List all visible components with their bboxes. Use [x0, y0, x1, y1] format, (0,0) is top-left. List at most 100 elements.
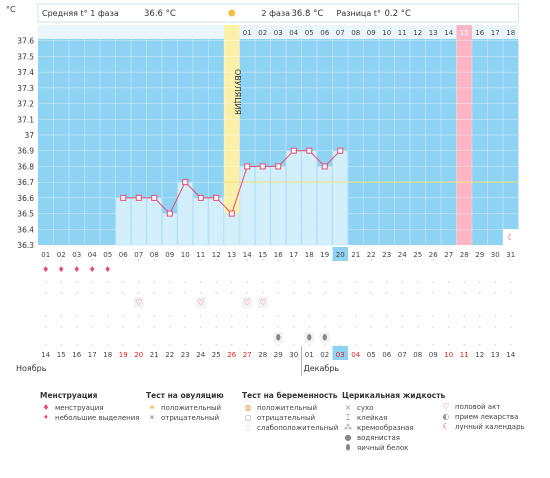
y-tick-label: 37.2 — [17, 100, 34, 109]
temperature-point — [166, 210, 173, 217]
grid-dot — [324, 292, 326, 294]
bottom-day-label: 19 — [320, 251, 329, 259]
legend-ovulation-test: Тест на овуляцию ☀ положительный ☀ отрицат… — [146, 391, 224, 423]
grid-dot — [355, 281, 357, 283]
bottom-day-label: 16 — [274, 251, 283, 259]
legend-item: менструация — [55, 404, 104, 412]
grid-dot — [277, 292, 279, 294]
legend-item: сухо — [357, 404, 374, 412]
grid-dot — [76, 259, 78, 261]
menstruation-icon: ♦ — [104, 265, 111, 274]
grid-dot — [463, 315, 465, 317]
day-column — [38, 39, 54, 245]
pill-icon: ◐ — [442, 412, 450, 421]
month-label: Ноябрь — [16, 364, 47, 373]
phase1-label: Средняя t° 1 фаза — [42, 9, 119, 18]
grid-dot — [401, 281, 403, 283]
grid-dot — [401, 344, 403, 346]
grid-dot — [417, 344, 419, 346]
menstruation-icon: ♦ — [89, 265, 96, 274]
top-day-label: 15 — [460, 29, 469, 37]
top-day-label: 12 — [413, 29, 422, 37]
grid-dot — [262, 292, 264, 294]
grid-dot — [510, 326, 512, 328]
grid-dot — [184, 344, 186, 346]
temperature-point — [120, 194, 127, 201]
grid-dot — [277, 315, 279, 317]
calendar-day-label: 05 — [367, 351, 376, 359]
grid-dot — [231, 259, 233, 261]
temperature-bar — [255, 166, 271, 246]
icon-cell — [304, 332, 315, 343]
temperature-bar — [301, 150, 317, 246]
top-day-label: 16 — [475, 29, 484, 37]
grid-dot — [308, 292, 310, 294]
grid-dot — [479, 315, 481, 317]
grid-dot — [91, 326, 93, 328]
grid-dot — [494, 326, 496, 328]
y-tick-label: 36.9 — [17, 147, 34, 156]
grid-dot — [386, 344, 388, 346]
test-negative-icon: ○ — [244, 413, 252, 422]
sticky-icon: ⌶ — [345, 413, 351, 422]
bottom-day-label: 11 — [196, 251, 205, 259]
grid-dot — [494, 315, 496, 317]
grid-dot — [138, 315, 140, 317]
grid-dot — [448, 281, 450, 283]
temperature-bar — [224, 213, 240, 246]
temperature-point — [337, 147, 344, 154]
grid-dot — [138, 259, 140, 261]
temperature-bar — [239, 166, 255, 246]
bottom-day-label: 10 — [181, 251, 190, 259]
calendar-day-label: 14 — [41, 351, 50, 359]
calendar-day-label: 09 — [429, 351, 438, 359]
grid-dot — [153, 315, 155, 317]
grid-dot — [401, 259, 403, 261]
day-column — [379, 39, 395, 245]
temperature-bar — [208, 197, 224, 246]
calendar-day-label: 28 — [258, 351, 267, 359]
bottom-day-label: 07 — [134, 251, 143, 259]
legend-item: положительный — [161, 404, 222, 412]
day-column — [441, 39, 457, 245]
temperature-point — [151, 194, 158, 201]
grid-dot — [463, 326, 465, 328]
grid-dot — [215, 326, 217, 328]
grid-dot — [494, 344, 496, 346]
grid-dot — [355, 259, 357, 261]
calendar-day-label: 14 — [506, 351, 515, 359]
legend-other: ♡ половой акт ◐ прием лекарства ☾ лунный ка… — [440, 402, 524, 432]
grid-dot — [308, 326, 310, 328]
calendar-day-label: 10 — [444, 351, 453, 359]
grid-dot — [324, 315, 326, 317]
grid-dot — [122, 292, 124, 294]
grid-dot — [277, 281, 279, 283]
top-day-label: 09 — [367, 29, 376, 37]
grid-dot — [231, 292, 233, 294]
grid-dot — [479, 292, 481, 294]
grid-dot — [401, 315, 403, 317]
grid-dot — [262, 315, 264, 317]
grid-dot — [91, 292, 93, 294]
legend-item: положительный — [257, 404, 318, 412]
moon-cell — [503, 229, 519, 245]
watery-icon: ● — [344, 433, 352, 442]
grid-dot — [355, 292, 357, 294]
grid-dot — [200, 344, 202, 346]
legend-item: прием лекарства — [455, 413, 519, 421]
bottom-day-label: 05 — [103, 251, 112, 259]
legend-item: яичный белок — [357, 444, 409, 452]
grid-dot — [107, 292, 109, 294]
y-tick-label: 37.5 — [17, 52, 34, 61]
top-day-label: 07 — [336, 29, 345, 37]
temperature-point — [135, 194, 142, 201]
egg-white-icon: ⬮ — [345, 443, 351, 452]
grid-dot — [169, 292, 171, 294]
grid-dot — [153, 326, 155, 328]
y-axis-label: °C — [6, 5, 16, 14]
grid-dot — [60, 315, 62, 317]
calendar-day-label: 01 — [305, 351, 314, 359]
bottom-day-label: 14 — [243, 251, 252, 259]
calendar-day-label: 04 — [351, 351, 360, 359]
y-tick-label: 36.5 — [17, 210, 34, 219]
